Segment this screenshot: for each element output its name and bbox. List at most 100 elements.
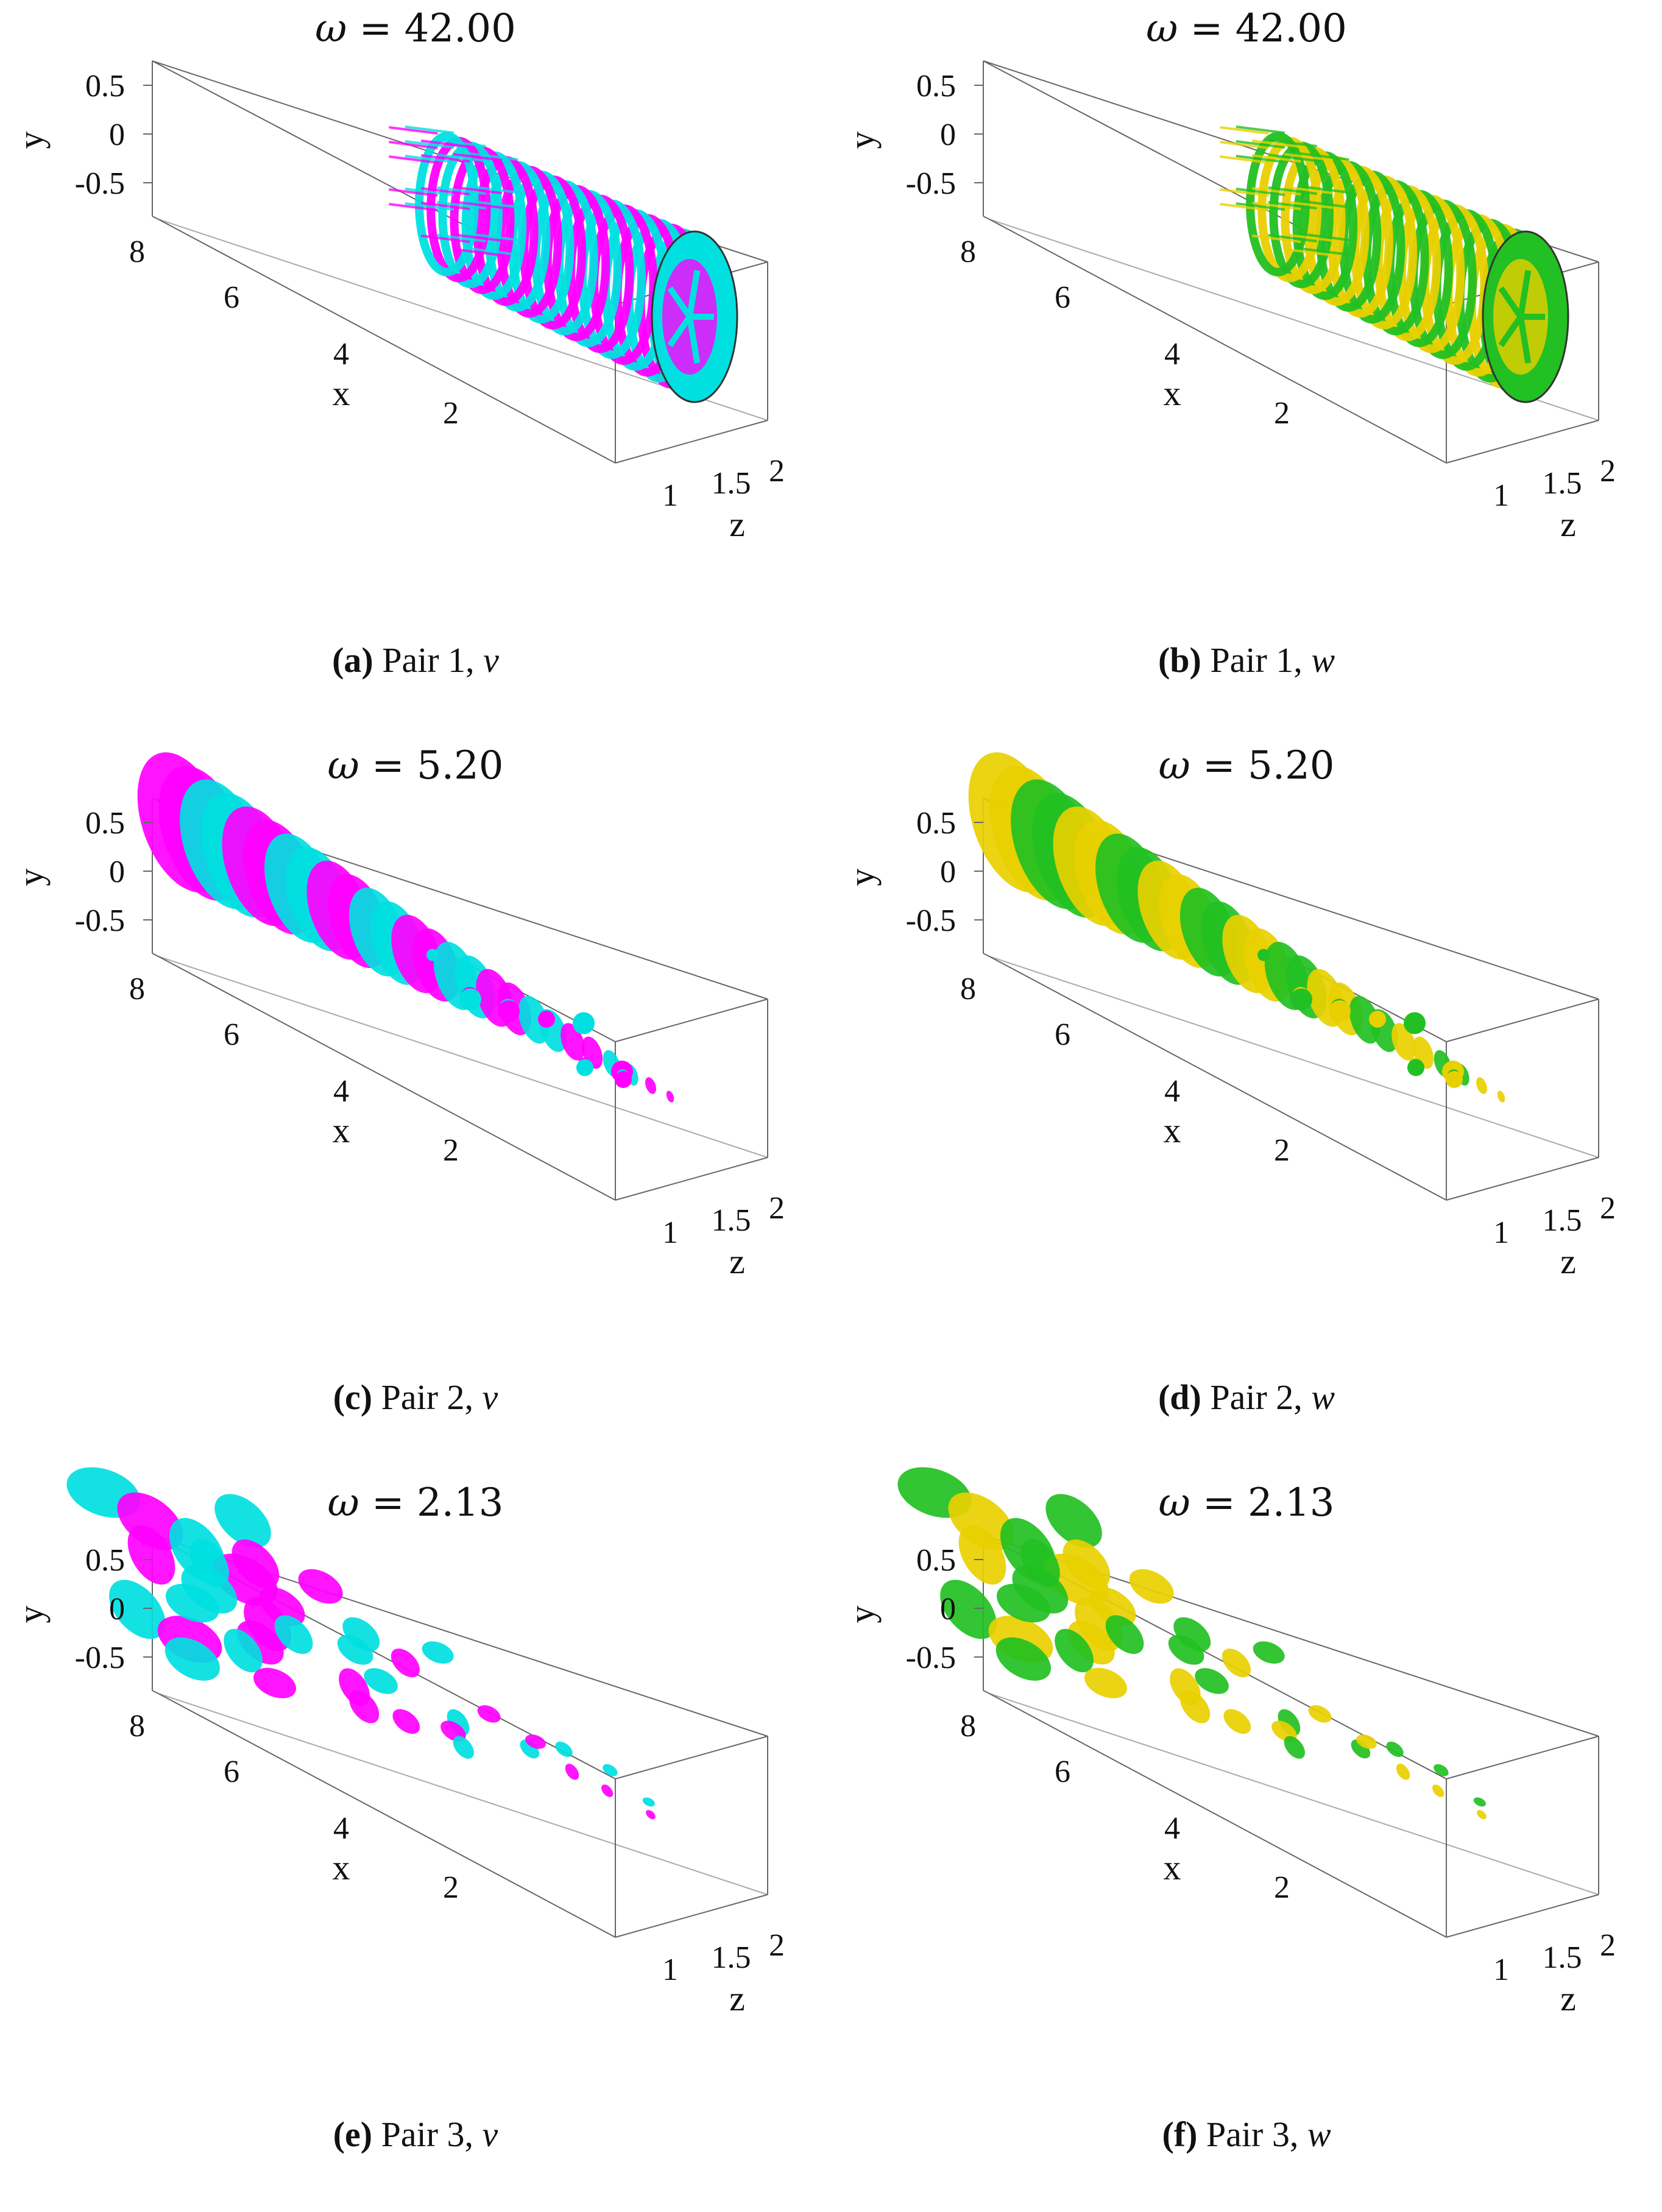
panel-title: ω = 42.00 [831, 6, 1662, 51]
x-tick-label: 2 [1274, 1870, 1290, 1905]
z-axis-label: z [729, 1979, 745, 2018]
z-tick-label: 1 [1493, 1952, 1509, 1987]
z-axis-label: z [1560, 1979, 1576, 2018]
caption-letter: (d) [1158, 1377, 1201, 1417]
z-tick-label: 1.5 [1543, 1203, 1582, 1238]
omega-symbol: ω [315, 6, 347, 51]
x-tick-label: 8 [960, 972, 976, 1006]
panel-title: ω = 2.13 [831, 1480, 1662, 1525]
subfigure-caption: (f) Pair 3, w [831, 2114, 1662, 2155]
y-tick-label: -0.5 [75, 166, 125, 201]
y-tick-label: 0.5 [916, 69, 956, 104]
x-tick-label: 4 [1164, 337, 1180, 372]
x-tick-label: 8 [960, 235, 976, 269]
z-tick-label: 1.5 [712, 1940, 751, 1975]
y-tick-label: 0.5 [916, 1543, 956, 1578]
z-tick-label: 1.5 [712, 1203, 751, 1238]
panel-c: ω = 5.20 0.5 0 -0.5 y 8 6 4 2 x 1 1.5 2 z (c) Pair 2, … [0, 737, 831, 1474]
axis-box [983, 1535, 1599, 1938]
x-tick-label: 6 [1055, 1017, 1070, 1052]
z-tick-label: 2 [769, 454, 785, 489]
x-axis-label: x [1164, 373, 1181, 413]
y-tick-label: -0.5 [906, 166, 956, 201]
x-tick-label: 4 [1164, 1811, 1180, 1846]
x-tick-label: 8 [129, 1709, 145, 1744]
caption-letter: (c) [333, 1377, 373, 1417]
x-tick-label: 4 [1164, 1074, 1180, 1109]
x-axis-label: x [333, 1848, 350, 1887]
z-tick-label: 1.5 [1543, 1940, 1582, 1975]
y-axis-label: y [842, 869, 882, 886]
y-tick-label: 0.5 [916, 806, 956, 841]
caption-variable: v [483, 640, 499, 680]
z-tick-label: 2 [1600, 454, 1616, 489]
isosurface-v [66, 1467, 656, 1820]
y-axis-label: y [11, 1606, 51, 1624]
x-tick-label: 4 [333, 337, 349, 372]
x-tick-label: 2 [443, 396, 459, 431]
omega-value: = 2.13 [359, 1480, 504, 1525]
subfigure-caption: (e) Pair 3, v [0, 2114, 831, 2155]
caption-variable: v [482, 1377, 498, 1417]
z-tick-label: 2 [769, 1191, 785, 1226]
caption-text: Pair 1, [1201, 640, 1312, 680]
omega-value: = 42.00 [1178, 6, 1347, 51]
panel-title: ω = 5.20 [831, 743, 1662, 788]
z-tick-label: 2 [1600, 1928, 1616, 1963]
y-tick-label: 0 [940, 1592, 956, 1627]
caption-text: Pair 2, [1201, 1377, 1312, 1417]
z-axis-label: z [729, 1242, 745, 1281]
x-tick-label: 8 [960, 1709, 976, 1744]
subfigure-caption: (b) Pair 1, w [831, 640, 1662, 680]
caption-letter: (a) [332, 640, 373, 680]
z-tick-label: 2 [1600, 1191, 1616, 1226]
isosurface-v [389, 125, 738, 403]
y-tick-label: -0.5 [75, 1641, 125, 1675]
x-tick-label: 6 [224, 280, 239, 315]
z-tick-label: 1 [1493, 1215, 1509, 1250]
z-tick-label: 1 [662, 1952, 678, 1987]
panel-a: ω = 42.00 0.5 0 -0.5 y 8 6 4 2 x 1 1.5 2 z (a) Pair 1,… [0, 0, 831, 737]
caption-variable: w [1307, 2115, 1331, 2154]
panel-title: ω = 42.00 [0, 6, 831, 51]
omega-symbol: ω [1146, 6, 1178, 51]
z-axis-label: z [729, 504, 745, 544]
x-tick-label: 4 [333, 1074, 349, 1109]
y-axis-label: y [842, 132, 882, 149]
x-axis-label: x [333, 373, 350, 413]
z-tick-label: 1.5 [712, 466, 751, 501]
isosurface-w [968, 752, 1505, 1103]
y-tick-label: 0 [109, 118, 125, 152]
omega-symbol: ω [1158, 1480, 1190, 1525]
x-tick-label: 6 [1055, 280, 1070, 315]
isosurface-w [1220, 125, 1569, 403]
subfigure-caption: (d) Pair 2, w [831, 1377, 1662, 1418]
caption-text: Pair 3, [372, 2115, 483, 2154]
omega-symbol: ω [1158, 743, 1190, 788]
caption-letter: (b) [1158, 640, 1201, 680]
subfigure-caption: (c) Pair 2, v [0, 1377, 831, 1418]
caption-text: Pair 1, [373, 640, 484, 680]
caption-variable: w [1311, 1377, 1335, 1417]
x-tick-label: 2 [1274, 1133, 1290, 1168]
x-tick-label: 2 [443, 1870, 459, 1905]
x-tick-label: 2 [443, 1133, 459, 1168]
omega-value: = 5.20 [359, 743, 504, 788]
caption-variable: v [482, 2115, 498, 2154]
x-tick-label: 4 [333, 1811, 349, 1846]
y-tick-label: 0 [940, 118, 956, 152]
subfigure-caption: (a) Pair 1, v [0, 640, 831, 680]
y-axis-label: y [842, 1606, 882, 1624]
y-tick-label: 0 [109, 855, 125, 889]
x-axis-label: x [1164, 1111, 1181, 1150]
caption-text: Pair 2, [372, 1377, 483, 1417]
x-tick-label: 6 [224, 1017, 239, 1052]
z-axis-label: z [1560, 504, 1576, 544]
y-tick-label: 0.5 [85, 806, 125, 841]
omega-symbol: ω [327, 743, 359, 788]
isosurface-w [897, 1467, 1487, 1820]
y-tick-label: 0.5 [85, 69, 125, 104]
